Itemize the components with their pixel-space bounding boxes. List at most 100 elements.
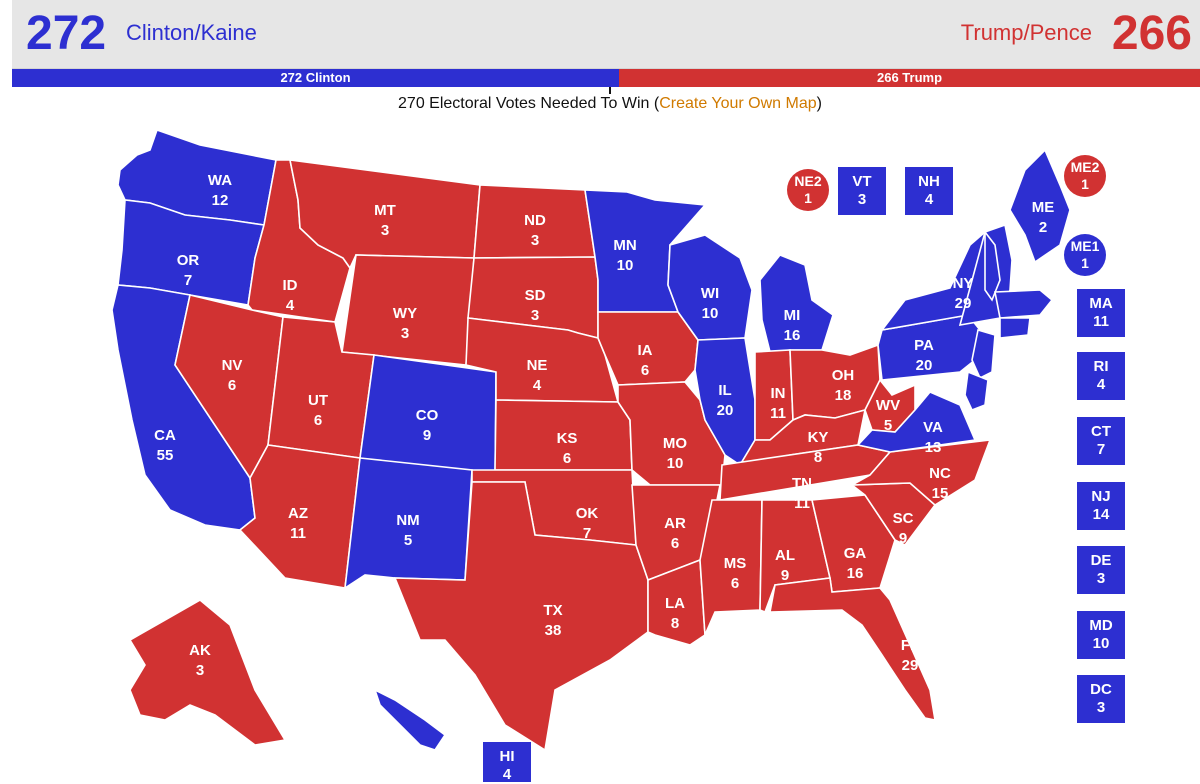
state-box-abbr: NJ	[1091, 488, 1111, 505]
state-box-abbr: MA	[1089, 295, 1113, 312]
rep-progress-bar: 266 Trump	[619, 69, 1200, 87]
state-ak[interactable]	[128, 599, 287, 746]
district-abbr: NE2	[794, 173, 822, 189]
district-me2[interactable]: ME2 1	[1064, 155, 1106, 197]
state-box-dc[interactable]: DC 3	[1077, 675, 1125, 723]
state-label-ut: UT 6	[308, 392, 328, 429]
state-label-mo: MO 10	[663, 435, 687, 472]
state-ne[interactable]	[465, 317, 620, 403]
state-box-votes: 3	[1096, 699, 1106, 716]
state-label-ia: IA 6	[638, 342, 653, 379]
state-box-vt[interactable]: VT 3	[838, 167, 886, 215]
state-box-ct[interactable]: CT 7	[1077, 417, 1125, 465]
district-votes: 1	[1081, 255, 1089, 271]
state-fl[interactable]	[769, 577, 936, 722]
create-your-own-map-link[interactable]: Create Your Own Map	[659, 95, 817, 112]
district-votes: 1	[1081, 176, 1089, 192]
northeast-state-shape[interactable]	[964, 370, 989, 412]
district-abbr: ME2	[1070, 159, 1100, 175]
votes-needed-line: 270 Electoral Votes Needed To Win (Creat…	[0, 95, 1200, 113]
state-box-votes: 14	[1092, 506, 1110, 523]
state-box-abbr: NH	[918, 173, 940, 190]
state-label-nc: NC 15	[929, 465, 951, 502]
state-label-ms: MS 6	[724, 555, 747, 592]
state-label-ne: NE 4	[527, 357, 548, 394]
state-label-in: IN 11	[770, 385, 786, 422]
state-label-nm: NM 5	[396, 512, 419, 549]
win-threshold-marker	[609, 87, 611, 94]
state-box-abbr: DC	[1090, 681, 1112, 698]
state-tx[interactable]	[393, 481, 649, 752]
state-label-la: LA 8	[665, 595, 685, 632]
state-label-va: VA 13	[923, 419, 943, 456]
district-abbr: ME1	[1070, 238, 1100, 254]
state-label-nd: ND 3	[524, 212, 546, 249]
district-ne2[interactable]: NE2 1	[787, 169, 829, 211]
state-label-pa: PA 20	[914, 337, 934, 374]
northeast-state-shape[interactable]	[994, 289, 1054, 319]
state-label-ar: AR 6	[664, 515, 686, 552]
state-box-votes: 4	[924, 191, 934, 208]
state-label-fl: FL 29	[901, 637, 919, 674]
state-label-al: AL 9	[775, 547, 795, 584]
dem-electoral-total: 272	[26, 7, 107, 60]
state-box-hi[interactable]: HI 4	[483, 742, 531, 783]
state-label-wy: WY 3	[393, 305, 417, 342]
state-box-votes: 4	[502, 766, 512, 783]
state-label-id: ID 4	[283, 277, 298, 314]
state-hi[interactable]	[373, 688, 447, 751]
votes-needed-close: )	[816, 95, 822, 112]
state-box-abbr: RI	[1093, 358, 1109, 375]
state-label-az: AZ 11	[288, 505, 308, 542]
state-il[interactable]	[694, 337, 756, 467]
state-box-votes: 7	[1096, 441, 1106, 458]
state-box-ma[interactable]: MA 11	[1077, 289, 1125, 337]
dem-progress-bar: 272 Clinton	[12, 69, 619, 87]
state-box-votes: 4	[1096, 376, 1106, 393]
state-label-sd: SD 3	[525, 287, 546, 324]
state-box-md[interactable]: MD 10	[1077, 611, 1125, 659]
state-box-abbr: MD	[1089, 617, 1113, 634]
state-label-ky: KY 8	[808, 429, 829, 466]
state-box-de[interactable]: DE 3	[1077, 546, 1125, 594]
state-label-ca: CA 55	[154, 427, 176, 464]
state-label-ak: AK 3	[189, 642, 211, 679]
state-box-ri[interactable]: RI 4	[1077, 352, 1125, 400]
rep-electoral-total: 266	[1111, 7, 1192, 60]
northeast-state-shape[interactable]	[971, 328, 996, 380]
state-label-ga: GA 16	[844, 545, 867, 582]
dem-ticket-name: Clinton/Kaine	[126, 20, 257, 45]
state-label-ok: OK 7	[576, 505, 599, 542]
state-mi[interactable]	[759, 254, 834, 353]
state-label-wv: WV 5	[876, 397, 900, 434]
scoreboard-header: 272 Clinton/Kaine Trump/Pence 266	[12, 0, 1200, 69]
state-box-votes: 3	[857, 191, 867, 208]
state-label-mt: MT 3	[374, 202, 396, 239]
state-box-nj[interactable]: NJ 14	[1077, 482, 1125, 530]
state-box-votes: 11	[1093, 313, 1109, 330]
state-label-ny: NY 29	[953, 275, 974, 312]
state-me[interactable]	[1009, 148, 1071, 264]
state-label-or: OR 7	[177, 252, 200, 289]
state-label-sc: SC 9	[893, 510, 914, 547]
votes-needed-text: 270 Electoral Votes Needed To Win (	[398, 95, 660, 112]
state-box-abbr: CT	[1091, 423, 1111, 440]
state-label-wi: WI 10	[701, 285, 719, 322]
state-label-tx: TX 38	[543, 602, 562, 639]
district-votes: 1	[804, 190, 812, 206]
rep-ticket-name: Trump/Pence	[960, 20, 1092, 45]
northeast-state-shape[interactable]	[999, 317, 1031, 339]
state-label-nv: NV 6	[222, 357, 243, 394]
state-va[interactable]	[856, 391, 977, 453]
state-box-abbr: VT	[852, 173, 872, 190]
district-me1[interactable]: ME1 1	[1064, 234, 1106, 276]
state-box-votes: 3	[1096, 570, 1106, 587]
state-box-nh[interactable]: NH 4	[905, 167, 953, 215]
state-label-me: ME 2	[1032, 199, 1055, 236]
state-box-abbr: HI	[499, 748, 515, 765]
state-label-mi: MI 16	[784, 307, 801, 344]
state-label-tn: TN 11	[792, 475, 812, 512]
state-label-co: CO 9	[416, 407, 439, 444]
northeast-state-shape[interactable]	[984, 229, 1001, 302]
